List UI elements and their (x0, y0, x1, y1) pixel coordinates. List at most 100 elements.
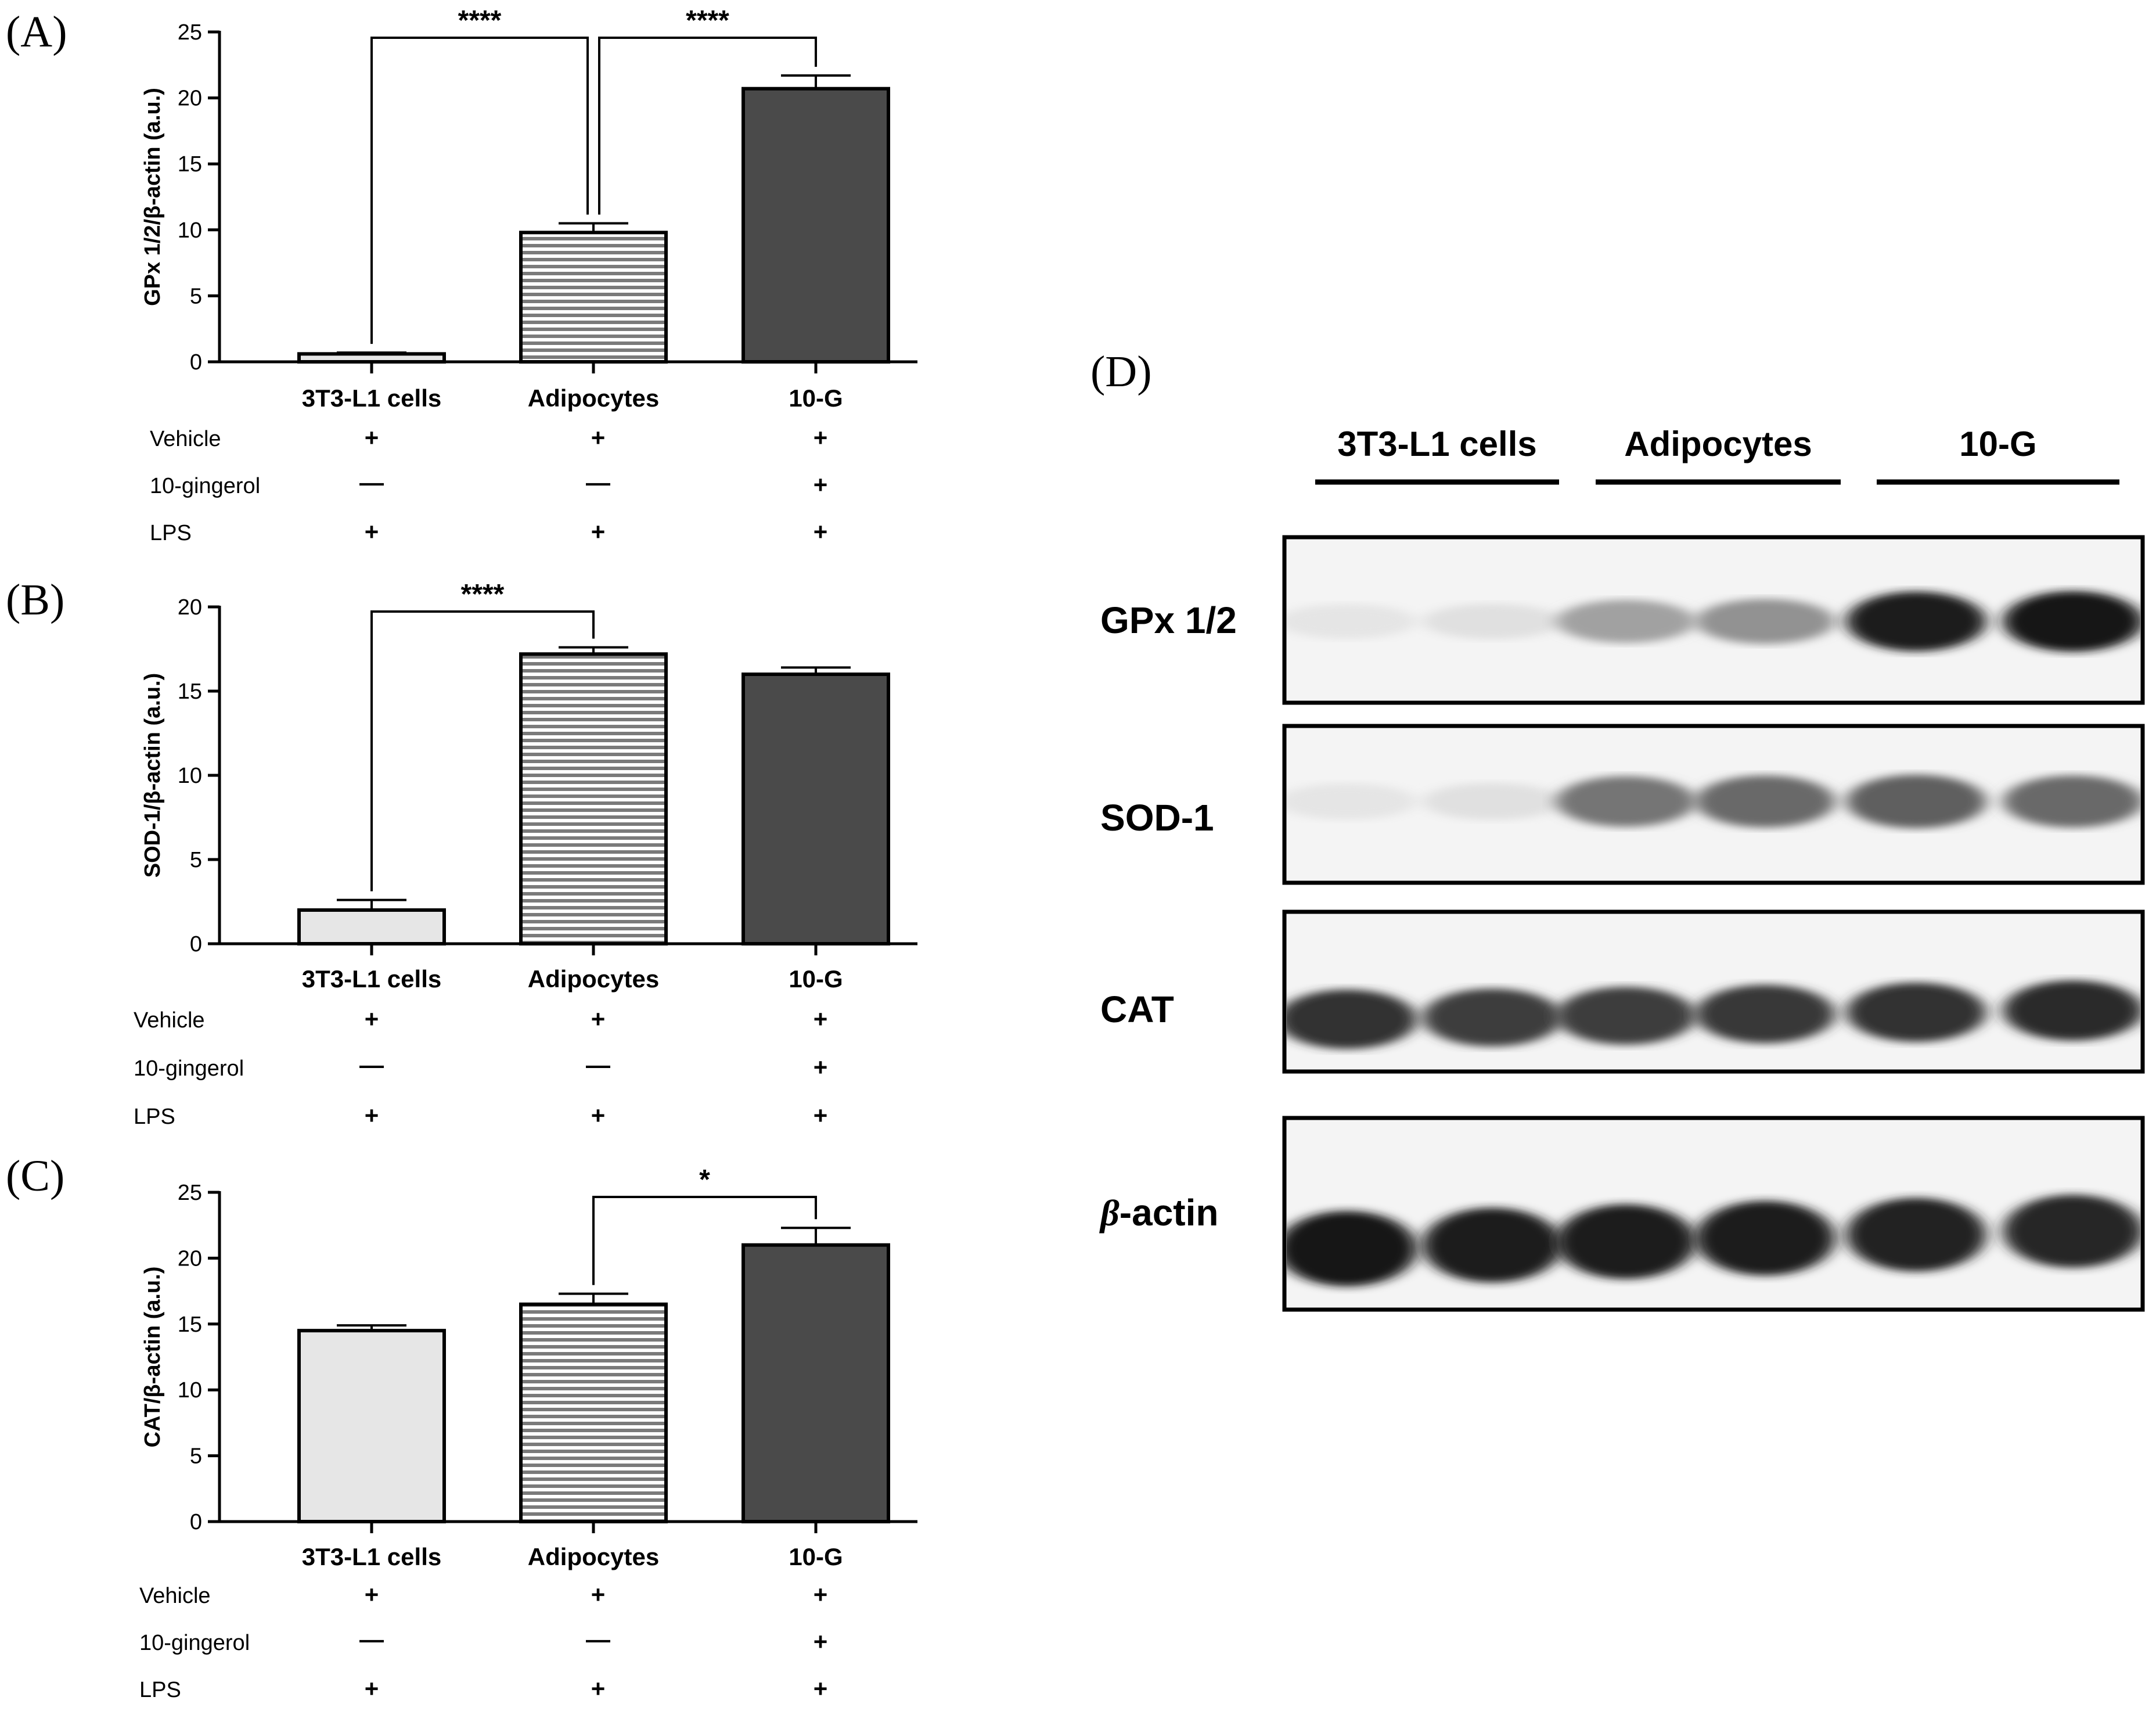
y-axis-label: GPx 1/2/β-actin (a.u.) (141, 88, 165, 306)
plus-mark: + (365, 1102, 379, 1129)
protein-band (1847, 774, 1986, 829)
protein-band (1556, 776, 1696, 827)
y-tick-label: 10 (178, 764, 202, 788)
y-tick-label: 0 (190, 350, 202, 375)
y-tick-label: 20 (178, 1246, 202, 1271)
treatment-label: Vehicle (139, 1584, 211, 1608)
significance-label: **** (686, 5, 729, 36)
minus-mark: — (359, 1626, 384, 1653)
plus-mark: + (365, 518, 379, 545)
protein-band (1847, 591, 1986, 652)
protein-band (1423, 988, 1562, 1047)
plus-mark: + (365, 424, 379, 451)
protein-band (1287, 989, 1417, 1049)
protein-band (1287, 783, 1417, 820)
protein-band (1556, 987, 1696, 1045)
y-tick-label: 5 (190, 1444, 202, 1469)
y-tick-label: 5 (190, 848, 202, 872)
plus-mark: + (365, 1675, 379, 1702)
protein-band (1423, 1207, 1562, 1283)
significance-bracket (598, 37, 817, 215)
protein-band (1423, 603, 1562, 639)
plus-mark: + (591, 518, 606, 545)
protein-label: SOD-1 (1100, 797, 1214, 839)
lane-group-label: Adipocytes (1624, 425, 1812, 463)
bar-2 (519, 231, 668, 364)
protein-label: GPx 1/2 (1100, 599, 1237, 641)
plus-mark: + (814, 471, 828, 498)
protein-band (2003, 980, 2140, 1041)
bar-1 (297, 908, 446, 945)
x-tick-label: Adipocytes (528, 965, 659, 993)
minus-mark: — (586, 1626, 610, 1653)
panel-letter: (A) (6, 8, 67, 56)
significance-label: **** (461, 579, 505, 610)
protein-band (1556, 599, 1696, 643)
plus-mark: + (365, 1005, 379, 1033)
y-tick-label: 25 (178, 1181, 202, 1205)
plus-mark: + (814, 1054, 828, 1081)
protein-band (2003, 591, 2140, 652)
plus-mark: + (814, 1675, 828, 1702)
plus-mark: + (591, 1102, 606, 1129)
protein-band (2003, 775, 2140, 828)
protein-band (1696, 599, 1835, 644)
protein-band (2003, 1195, 2140, 1268)
band-lanes (1287, 980, 2140, 1049)
y-tick-label: 10 (178, 1378, 202, 1403)
y-tick-label: 10 (178, 218, 202, 243)
panel-letter: (D) (1090, 347, 1152, 396)
x-tick-label: 3T3-L1 cells (302, 1543, 441, 1570)
x-tick-label: Adipocytes (528, 384, 659, 412)
protein-band (1696, 1200, 1835, 1276)
protein-band (1287, 604, 1417, 639)
treatment-label: LPS (139, 1678, 181, 1702)
plus-mark: + (814, 518, 828, 545)
protein-band (1287, 1210, 1417, 1287)
significance-bracket (592, 1196, 817, 1285)
bar-chart-2: (B) SOD-1/β-actin (a.u.) 0 5 10 15 20 3T3-L1 ce… (6, 576, 917, 1129)
plus-mark: + (814, 1581, 828, 1608)
y-tick-label: 25 (178, 20, 202, 45)
band-lanes (1287, 1195, 2140, 1287)
y-tick-label: 0 (190, 1510, 202, 1534)
protein-band (1847, 982, 1986, 1042)
panel-letter: (B) (6, 576, 64, 624)
treatment-label: 10-gingerol (134, 1056, 244, 1081)
bar-3 (742, 673, 890, 945)
plus-mark: + (591, 424, 606, 451)
significance-label: * (699, 1164, 710, 1195)
protein-label: β-actin (1099, 1192, 1218, 1234)
minus-mark: — (586, 1051, 610, 1078)
significance-label: **** (458, 5, 502, 36)
plus-mark: + (591, 1005, 606, 1033)
band-lanes (1287, 591, 2140, 652)
bar-3 (742, 87, 890, 364)
bar-2 (519, 652, 668, 945)
x-tick-label: 10-G (789, 384, 843, 412)
protein-band (1423, 783, 1562, 820)
x-tick-label: 10-G (789, 965, 843, 993)
y-axis-label: SOD-1/β-actin (a.u.) (141, 673, 165, 878)
y-tick-label: 15 (178, 152, 202, 177)
bar-1 (297, 1329, 446, 1523)
bar-2 (519, 1302, 668, 1524)
plus-mark: + (591, 1581, 606, 1608)
western-blot: (D) 3T3-L1 cells Adipocytes 10-G GPx 1/2 SOD-… (1090, 347, 2145, 1312)
panel-letter: (C) (6, 1152, 64, 1200)
treatment-label: Vehicle (134, 1008, 205, 1033)
x-tick-label: 3T3-L1 cells (302, 965, 441, 993)
treatment-label: LPS (134, 1105, 175, 1129)
y-tick-label: 5 (190, 284, 202, 308)
y-tick-label: 20 (178, 87, 202, 111)
plus-mark: + (365, 1581, 379, 1608)
x-tick-label: 3T3-L1 cells (302, 384, 441, 412)
plus-mark: + (814, 1102, 828, 1129)
treatment-label: LPS (150, 521, 192, 545)
bar-chart-3: (C) CAT/β-actin (a.u.) 0 5 10 15 20 25 3T3-L1 ce… (6, 1152, 917, 1702)
lane-group-label: 3T3-L1 cells (1337, 425, 1537, 463)
minus-mark: — (359, 469, 384, 496)
minus-mark: — (586, 469, 610, 496)
protein-band (1696, 775, 1835, 828)
